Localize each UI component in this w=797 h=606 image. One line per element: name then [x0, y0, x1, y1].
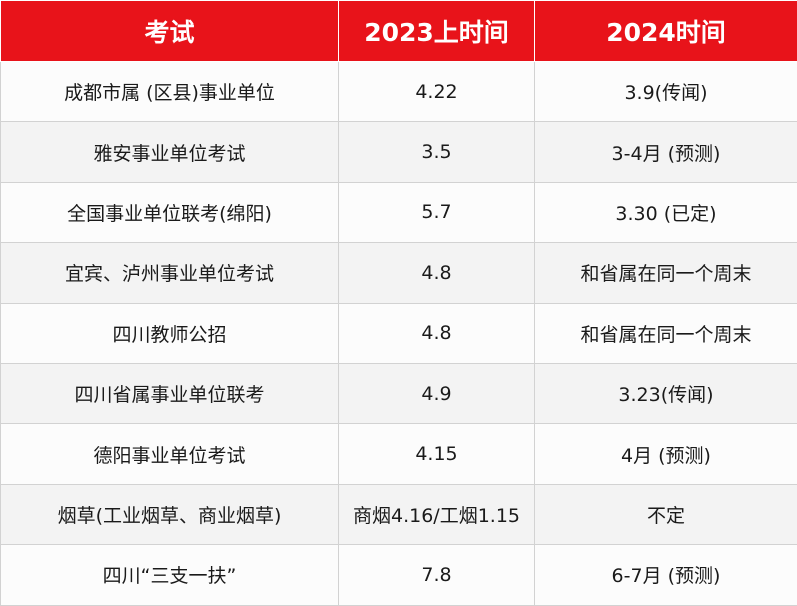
header-2023-date: 2023上时间	[339, 1, 535, 62]
cell-2024: 3-4月 (预测)	[535, 122, 797, 182]
cell-2024: 和省属在同一个周末	[535, 303, 797, 363]
cell-2023: 4.15	[339, 424, 535, 484]
cell-2024: 6-7月 (预测)	[535, 545, 797, 605]
cell-2023: 4.22	[339, 62, 535, 122]
cell-exam: 烟草(工业烟草、商业烟草)	[1, 484, 339, 544]
cell-exam: 德阳事业单位考试	[1, 424, 339, 484]
cell-2024: 3.23(传闻)	[535, 363, 797, 423]
cell-2024: 3.30 (已定)	[535, 182, 797, 242]
cell-2023: 7.8	[339, 545, 535, 605]
cell-2023: 3.5	[339, 122, 535, 182]
cell-exam: 成都市属 (区县)事业单位	[1, 62, 339, 122]
cell-2024: 3.9(传闻)	[535, 62, 797, 122]
cell-2024: 4月 (预测)	[535, 424, 797, 484]
table-body: 成都市属 (区县)事业单位 4.22 3.9(传闻) 雅安事业单位考试 3.5 …	[1, 62, 797, 606]
table-row: 全国事业单位联考(绵阳) 5.7 3.30 (已定)	[1, 182, 797, 242]
cell-exam: 全国事业单位联考(绵阳)	[1, 182, 339, 242]
cell-2023: 商烟4.16/工烟1.15	[339, 484, 535, 544]
cell-exam: 雅安事业单位考试	[1, 122, 339, 182]
table-header: 考试 2023上时间 2024时间	[1, 1, 797, 62]
cell-2023: 5.7	[339, 182, 535, 242]
cell-exam: 四川省属事业单位联考	[1, 363, 339, 423]
cell-2024: 和省属在同一个周末	[535, 243, 797, 303]
table-row: 四川“三支一扶” 7.8 6-7月 (预测)	[1, 545, 797, 605]
table-row: 宜宾、泸州事业单位考试 4.8 和省属在同一个周末	[1, 243, 797, 303]
header-exam: 考试	[1, 1, 339, 62]
table-row: 成都市属 (区县)事业单位 4.22 3.9(传闻)	[1, 62, 797, 122]
cell-exam: 四川“三支一扶”	[1, 545, 339, 605]
cell-2023: 4.8	[339, 243, 535, 303]
cell-2024: 不定	[535, 484, 797, 544]
cell-2023: 4.8	[339, 303, 535, 363]
cell-2023: 4.9	[339, 363, 535, 423]
table-row: 四川教师公招 4.8 和省属在同一个周末	[1, 303, 797, 363]
table-row: 四川省属事业单位联考 4.9 3.23(传闻)	[1, 363, 797, 423]
header-row: 考试 2023上时间 2024时间	[1, 1, 797, 62]
table-row: 德阳事业单位考试 4.15 4月 (预测)	[1, 424, 797, 484]
cell-exam: 宜宾、泸州事业单位考试	[1, 243, 339, 303]
header-2024-date: 2024时间	[535, 1, 797, 62]
cell-exam: 四川教师公招	[1, 303, 339, 363]
table-row: 烟草(工业烟草、商业烟草) 商烟4.16/工烟1.15 不定	[1, 484, 797, 544]
table-row: 雅安事业单位考试 3.5 3-4月 (预测)	[1, 122, 797, 182]
